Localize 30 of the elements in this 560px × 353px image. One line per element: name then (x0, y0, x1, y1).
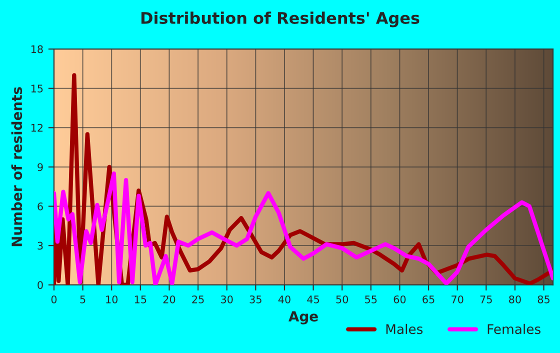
x-tick-label: 0 (51, 295, 57, 304)
y-tick-label: 12 (31, 124, 43, 132)
x-tick-label: 65 (422, 295, 434, 304)
x-tick-label: 40 (278, 295, 290, 304)
x-tick-label: 25 (192, 295, 204, 304)
x-tick-label: 35 (250, 295, 262, 304)
x-axis-title: Age (288, 311, 318, 324)
x-tick-label: 10 (106, 295, 118, 304)
x-tick-label: 55 (365, 296, 377, 304)
y-tick-label: 6 (38, 202, 43, 210)
y-tick-label: 15 (31, 84, 43, 92)
x-tick-label: 5 (80, 296, 86, 304)
legend-label: Females (488, 324, 540, 334)
y-axis-title: Number of residents (11, 87, 22, 246)
x-tick-label: 85 (538, 295, 550, 304)
x-tick-label: 60 (394, 295, 406, 304)
y-tick-label: 0 (38, 281, 43, 289)
y-tick-label: 3 (38, 242, 43, 250)
x-tick-label: 70 (452, 295, 464, 304)
y-tick-label: 9 (38, 163, 43, 172)
x-tick-label: 20 (163, 295, 176, 304)
legend-label: Males (386, 324, 423, 334)
y-tick-label: 18 (31, 45, 43, 54)
x-tick-label: 75 (480, 296, 492, 304)
x-tick-label: 50 (336, 295, 348, 304)
x-tick-label: 15 (134, 296, 146, 304)
chart-title: Distribution of Residents' Ages (141, 12, 420, 28)
x-tick-label: 45 (307, 296, 320, 304)
x-tick-label: 30 (221, 295, 233, 304)
x-tick-label: 80 (509, 295, 521, 304)
